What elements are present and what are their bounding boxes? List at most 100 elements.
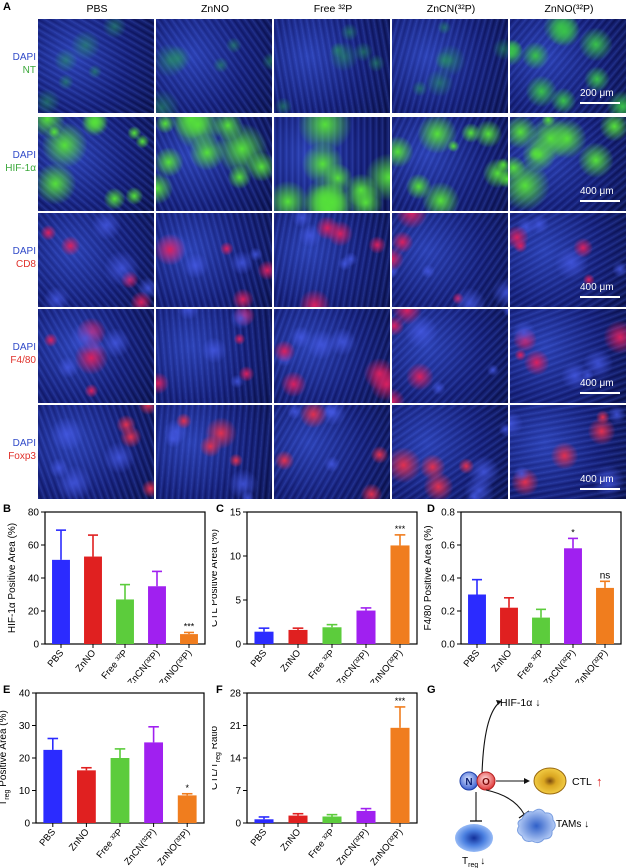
scale-bar <box>580 488 620 490</box>
x-tick-label: ZnCN(³²P) <box>126 648 163 683</box>
scale-bar-label: 400 μm <box>580 186 614 197</box>
micrograph-tile <box>392 309 508 403</box>
micrograph-tile <box>274 309 390 403</box>
significance-label: * <box>571 527 575 537</box>
chart-ctl-treg-ratio: 0 7 14 21 28 CTL/Treg Ratio PBS ZnNO Free ³²PZnC… <box>212 689 418 868</box>
scale-bar-label: 400 μm <box>580 378 614 389</box>
micrograph-tile <box>156 213 272 307</box>
y-tick-label: 0.2 <box>441 607 455 618</box>
row-dapi-label: DAPI <box>12 52 36 63</box>
bar <box>148 586 166 644</box>
row-label-4: DAPI Foxp3 <box>0 437 36 463</box>
bar <box>322 627 342 644</box>
x-tick-label: ZnCN(³²P) <box>335 827 372 868</box>
x-tick-label: PBS <box>249 648 270 670</box>
bar <box>356 610 376 644</box>
x-tick-label: ZnNO(³²P) <box>573 648 610 683</box>
svg-text:O: O <box>482 777 490 788</box>
row-label-2: DAPI CD8 <box>0 245 36 271</box>
micrograph-tile <box>38 117 154 211</box>
row-dapi-label: DAPI <box>12 246 36 257</box>
bar <box>76 770 96 823</box>
scale-bar-label: 400 μm <box>580 474 614 485</box>
y-tick-label: 21 <box>230 721 242 732</box>
x-tick-label: ZnNO(³²P) <box>156 827 193 868</box>
x-tick-label: Free ³²P <box>306 648 337 682</box>
row-label-3: DAPI F4/80 <box>0 341 36 367</box>
y-axis-label: CTL Positive Area (%) <box>212 529 220 627</box>
x-tick-label: PBS <box>46 648 67 670</box>
bar <box>177 795 197 823</box>
row-marker-label: CD8 <box>15 259 36 270</box>
treg-down-label: Treg ↓ <box>462 856 485 868</box>
arrow-to-hif <box>481 701 501 775</box>
y-tick-label: 0.6 <box>441 541 455 552</box>
bar <box>390 727 410 823</box>
micrograph-tile <box>156 117 272 211</box>
row-dapi-label: DAPI <box>12 150 36 161</box>
y-tick-label: 7 <box>235 786 241 797</box>
micrograph-tile <box>274 405 390 499</box>
x-tick-label: PBS <box>462 648 483 670</box>
x-tick-label: ZnNO <box>74 648 99 674</box>
svg-text:N: N <box>465 777 472 788</box>
x-tick-label: Free ³²P <box>99 648 130 682</box>
panel-letter-f: F <box>216 684 223 696</box>
y-axis-label: Treg Positive Area (%) <box>0 710 11 806</box>
bar <box>468 594 486 644</box>
micrograph-tile <box>156 405 272 499</box>
micrograph-tile <box>38 309 154 403</box>
micrograph-tile <box>392 19 508 113</box>
x-tick-label: ZnNO <box>279 827 304 853</box>
column-header-1: ZnNO <box>200 3 229 15</box>
chart-treg-positive-area: 0 10 20 30 40 Treg Positive Area (%) PBS ZnNOFr… <box>0 689 205 868</box>
y-tick-label: 0 <box>33 640 39 651</box>
bar <box>288 815 308 823</box>
x-tick-label: ZnCN(³²P) <box>122 827 159 868</box>
micrograph-tile <box>392 117 508 211</box>
micrograph-tile <box>274 117 390 211</box>
bar <box>322 816 342 823</box>
micrograph-tile <box>38 213 154 307</box>
row-marker-label: HIF-1α <box>5 163 36 174</box>
x-tick-label: ZnCN(³²P) <box>335 648 372 683</box>
y-tick-label: 60 <box>28 541 40 552</box>
bar <box>110 758 130 823</box>
y-tick-label: 15 <box>230 508 242 519</box>
bar <box>532 617 550 644</box>
y-axis-label: HIF-1α Positive Area (%) <box>7 523 18 633</box>
y-tick-label: 28 <box>230 689 242 700</box>
y-tick-label: 0.8 <box>441 508 455 519</box>
scale-bar <box>580 296 620 298</box>
micrograph-tile <box>38 19 154 113</box>
bar <box>144 742 164 823</box>
significance-label: *** <box>184 621 195 631</box>
y-axis-label: F4/80 Positive Area (%) <box>424 525 434 630</box>
x-tick-label: ZnNO(³²P) <box>157 648 194 683</box>
x-tick-label: ZnNO(³²P) <box>368 648 405 683</box>
row-marker-label: F4/80 <box>10 355 36 366</box>
micrograph-tile <box>156 19 272 113</box>
micrograph-tile <box>156 309 272 403</box>
micrograph-tile <box>274 213 390 307</box>
y-tick-label: 30 <box>19 721 31 732</box>
row-label-0: DAPI NT <box>0 51 36 77</box>
chart-f480-positive-area: 0.0 0.2 0.4 0.6 0.8 F4/80 Positive Area (%) PB… <box>424 508 622 683</box>
row-marker-label: Foxp3 <box>8 451 36 462</box>
significance-label: * <box>185 783 189 793</box>
bar <box>254 819 274 823</box>
x-tick-label: Free ³²P <box>306 827 337 861</box>
significance-label: ns <box>600 570 611 581</box>
y-tick-label: 10 <box>230 552 242 563</box>
column-header-0: PBS <box>86 3 108 15</box>
x-tick-label: Free ³²P <box>515 648 546 682</box>
ctl-label: CTL <box>572 776 592 788</box>
micrograph-tile <box>392 213 508 307</box>
bar <box>390 545 410 644</box>
scale-bar-label: 200 μm <box>580 88 614 99</box>
row-dapi-label: DAPI <box>12 342 36 353</box>
inhibit-to-tams <box>485 789 525 815</box>
y-tick-label: 20 <box>19 754 31 765</box>
bar <box>116 599 134 644</box>
y-tick-label: 40 <box>19 689 31 700</box>
